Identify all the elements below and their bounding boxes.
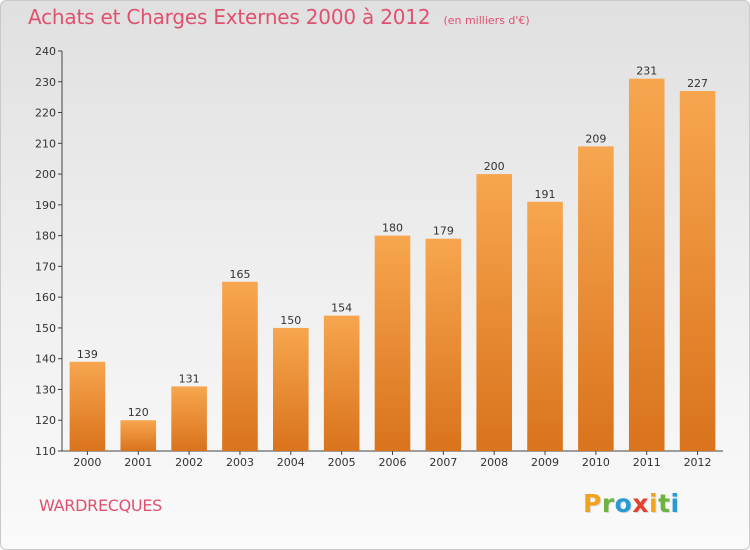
x-tick-label: 2008 (480, 456, 508, 469)
y-tick-label: 170 (35, 260, 56, 273)
value-label: 154 (331, 302, 352, 315)
x-tick-label: 2006 (379, 456, 407, 469)
chart-title: Achats et Charges Externes 2000 à 2012 (28, 5, 431, 29)
logo-letter: o (614, 489, 633, 518)
bar-2004 (273, 327, 309, 451)
value-label: 150 (280, 314, 301, 327)
value-label: 165 (229, 268, 250, 281)
y-tick-label: 140 (35, 353, 56, 366)
bar-2010 (578, 146, 614, 451)
logo-letter: r (601, 489, 615, 518)
y-tick-label: 220 (35, 107, 56, 120)
y-tick-label: 240 (35, 45, 56, 58)
bar-2011 (628, 78, 665, 451)
value-label: 231 (636, 65, 657, 78)
x-tick-label: 2001 (124, 456, 152, 469)
x-tick-label: 2007 (429, 456, 457, 469)
bar-2008 (476, 174, 512, 452)
y-tick-label: 130 (35, 383, 56, 396)
x-tick-label: 2002 (175, 456, 203, 469)
bar-2007 (425, 238, 462, 451)
bar-2006 (374, 235, 411, 451)
axes-layer: 110 120 130 140 150 160 170 180 190 200 210 220 230 2… (35, 45, 723, 458)
x-tick-label: 2011 (633, 456, 661, 469)
y-tick-label: 190 (35, 199, 56, 212)
logo-letter: i (670, 489, 680, 518)
value-label: 227 (687, 77, 708, 90)
logo-letter: i (649, 489, 659, 518)
value-label: 191 (535, 188, 556, 201)
bar-2009 (527, 201, 563, 451)
y-tick-label: 150 (35, 322, 56, 335)
y-tick-label: 160 (35, 291, 56, 304)
x-tick-label: 2004 (277, 456, 305, 469)
commune-name: WARDRECQUES (39, 496, 162, 515)
value-label: 180 (382, 222, 403, 235)
y-tick-label: 110 (35, 445, 56, 458)
x-tick-label: 2003 (226, 456, 254, 469)
value-label: 131 (179, 372, 200, 385)
y-tick-label: 120 (35, 414, 56, 427)
y-tick-label: 200 (35, 168, 56, 181)
value-label: 179 (433, 225, 454, 238)
value-label: 200 (484, 160, 505, 173)
bar-2001 (120, 420, 157, 451)
bar-2003 (222, 281, 258, 451)
bar-2002 (171, 386, 207, 451)
logo-letter: x (632, 489, 649, 518)
value-label: 139 (77, 348, 98, 361)
value-label: 209 (585, 132, 606, 145)
x-tick-label: 2009 (531, 456, 559, 469)
x-tick-label: 2005 (328, 456, 356, 469)
logo-letter: t (658, 489, 671, 518)
value-label: 120 (128, 406, 149, 419)
proxiti-logo[interactable]: Proxiti (583, 489, 680, 518)
y-tick-label: 180 (35, 230, 56, 243)
x-tick-label: 2010 (582, 456, 610, 469)
y-tick-label: 210 (35, 137, 56, 150)
logo-letter: P (583, 489, 602, 518)
y-tick-label: 230 (35, 76, 56, 89)
labels-layer: 2000 139 2001 120 2002 131 2003 165 2004 150 2005 1… (73, 65, 711, 469)
x-tick-label: 2000 (73, 456, 101, 469)
x-tick-label: 2012 (684, 456, 712, 469)
chart-unit-label: (en milliers d'€) (443, 14, 530, 27)
bar-2005 (323, 315, 360, 451)
bars-layer (69, 78, 716, 452)
bar-2000 (69, 361, 106, 451)
title-block: Achats et Charges Externes 2000 à 2012 (… (28, 5, 530, 29)
bar-2012 (679, 91, 716, 451)
